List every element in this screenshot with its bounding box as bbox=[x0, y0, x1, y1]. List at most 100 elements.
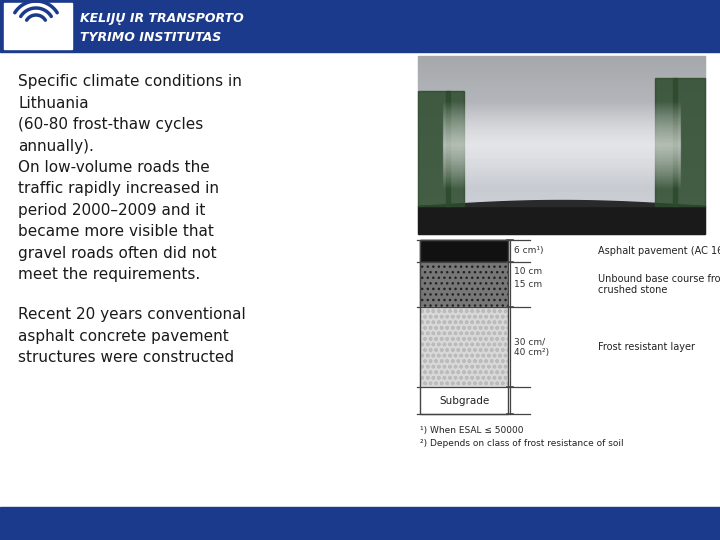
Bar bbox=[418, 162, 705, 163]
Bar bbox=[418, 95, 705, 96]
Bar bbox=[418, 155, 705, 156]
Bar bbox=[443, 102, 680, 103]
Bar bbox=[418, 212, 705, 213]
Bar bbox=[418, 72, 705, 73]
Bar bbox=[443, 186, 680, 187]
Bar bbox=[443, 153, 680, 154]
Bar bbox=[418, 177, 705, 178]
Bar bbox=[443, 134, 680, 135]
Text: (60-80 frost-thaw cycles: (60-80 frost-thaw cycles bbox=[18, 117, 203, 132]
Bar bbox=[418, 94, 705, 95]
Bar bbox=[418, 67, 705, 68]
Bar bbox=[418, 223, 705, 224]
Bar bbox=[418, 206, 705, 207]
Bar bbox=[418, 81, 705, 82]
Bar bbox=[443, 109, 680, 110]
Bar bbox=[443, 132, 680, 133]
Bar bbox=[418, 77, 705, 78]
Bar bbox=[443, 105, 680, 106]
Bar bbox=[418, 198, 705, 199]
Bar bbox=[443, 104, 680, 105]
Bar bbox=[443, 178, 680, 179]
Bar bbox=[418, 92, 705, 93]
Bar bbox=[443, 113, 680, 114]
Bar bbox=[443, 128, 680, 129]
Bar bbox=[443, 182, 680, 183]
Bar bbox=[418, 79, 705, 80]
Bar bbox=[443, 141, 680, 142]
Bar bbox=[446, 91, 464, 206]
Bar bbox=[443, 163, 680, 164]
Text: period 2000–2009 and it: period 2000–2009 and it bbox=[18, 203, 205, 218]
Bar bbox=[418, 76, 705, 77]
Bar bbox=[418, 169, 705, 170]
Bar bbox=[418, 224, 705, 225]
Bar bbox=[418, 107, 705, 108]
Bar bbox=[418, 201, 705, 202]
Bar bbox=[418, 68, 705, 69]
Bar bbox=[0, 0, 720, 52]
Bar bbox=[418, 163, 705, 164]
Bar bbox=[418, 111, 705, 112]
Bar bbox=[443, 127, 680, 128]
Bar bbox=[418, 78, 705, 79]
Bar bbox=[655, 78, 677, 206]
Bar bbox=[418, 159, 705, 160]
Bar bbox=[418, 58, 705, 59]
Bar bbox=[443, 181, 680, 182]
Bar bbox=[443, 157, 680, 158]
Bar bbox=[418, 182, 705, 183]
Bar bbox=[443, 149, 680, 150]
Bar bbox=[443, 142, 680, 143]
Bar bbox=[418, 194, 705, 195]
Bar bbox=[418, 226, 705, 227]
Bar bbox=[418, 188, 705, 189]
Bar bbox=[418, 64, 705, 65]
Bar bbox=[418, 183, 705, 184]
Bar bbox=[443, 177, 680, 178]
Bar bbox=[443, 145, 680, 146]
Bar bbox=[418, 211, 705, 212]
Text: structures were constructed: structures were constructed bbox=[18, 350, 234, 365]
Bar bbox=[418, 138, 705, 139]
Bar bbox=[418, 75, 705, 76]
Bar bbox=[418, 153, 705, 154]
Bar bbox=[418, 168, 705, 169]
Text: annually).: annually). bbox=[18, 138, 94, 153]
Bar bbox=[418, 120, 705, 121]
Bar bbox=[418, 62, 705, 63]
Bar bbox=[418, 176, 705, 177]
Bar bbox=[443, 135, 680, 136]
Bar bbox=[418, 133, 705, 134]
Bar bbox=[418, 125, 705, 126]
Bar bbox=[418, 210, 705, 211]
Bar bbox=[418, 152, 705, 153]
Bar bbox=[443, 103, 680, 104]
Bar bbox=[418, 227, 705, 228]
Bar bbox=[418, 148, 705, 149]
Bar bbox=[418, 220, 705, 221]
Bar bbox=[443, 129, 680, 130]
Bar bbox=[443, 174, 680, 175]
Bar bbox=[418, 102, 705, 103]
Bar bbox=[418, 130, 705, 131]
Bar bbox=[418, 215, 705, 216]
Bar bbox=[418, 70, 705, 71]
Text: Unbound base course from
crushed stone: Unbound base course from crushed stone bbox=[598, 274, 720, 295]
Bar bbox=[418, 190, 705, 191]
Bar bbox=[443, 137, 680, 138]
Bar bbox=[418, 88, 705, 89]
Bar bbox=[418, 114, 705, 115]
Bar bbox=[418, 142, 705, 143]
Bar bbox=[443, 148, 680, 149]
Bar bbox=[418, 204, 705, 205]
Bar bbox=[418, 106, 705, 107]
Bar bbox=[443, 143, 680, 144]
Bar bbox=[443, 118, 680, 119]
Bar bbox=[418, 124, 705, 125]
Bar bbox=[418, 184, 705, 185]
Bar bbox=[443, 111, 680, 112]
Bar bbox=[418, 209, 705, 210]
Text: gravel roads often did not: gravel roads often did not bbox=[18, 246, 217, 261]
Bar bbox=[418, 174, 705, 175]
